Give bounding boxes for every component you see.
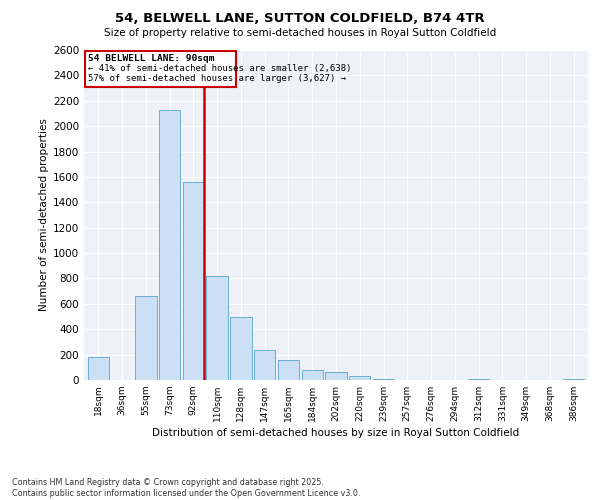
Text: ← 41% of semi-detached houses are smaller (2,638): ← 41% of semi-detached houses are smalle… bbox=[88, 64, 351, 73]
Bar bbox=[206, 276, 228, 380]
Text: 54, BELWELL LANE, SUTTON COLDFIELD, B74 4TR: 54, BELWELL LANE, SUTTON COLDFIELD, B74 … bbox=[115, 12, 485, 26]
Bar bbox=[159, 110, 180, 380]
Bar bbox=[135, 296, 157, 380]
Bar bbox=[254, 350, 275, 380]
Y-axis label: Number of semi-detached properties: Number of semi-detached properties bbox=[39, 118, 49, 312]
Bar bbox=[182, 182, 204, 380]
Text: Contains HM Land Registry data © Crown copyright and database right 2025.
Contai: Contains HM Land Registry data © Crown c… bbox=[12, 478, 361, 498]
Bar bbox=[373, 378, 394, 380]
Bar bbox=[278, 360, 299, 380]
Text: Size of property relative to semi-detached houses in Royal Sutton Coldfield: Size of property relative to semi-detach… bbox=[104, 28, 496, 38]
Bar bbox=[325, 372, 347, 380]
Text: 54 BELWELL LANE: 90sqm: 54 BELWELL LANE: 90sqm bbox=[88, 54, 214, 63]
Bar bbox=[230, 316, 251, 380]
Bar bbox=[302, 370, 323, 380]
Bar bbox=[88, 357, 109, 380]
X-axis label: Distribution of semi-detached houses by size in Royal Sutton Coldfield: Distribution of semi-detached houses by … bbox=[152, 428, 520, 438]
Bar bbox=[349, 376, 370, 380]
Bar bbox=[85, 52, 236, 87]
Text: 57% of semi-detached houses are larger (3,627) →: 57% of semi-detached houses are larger (… bbox=[88, 74, 346, 83]
